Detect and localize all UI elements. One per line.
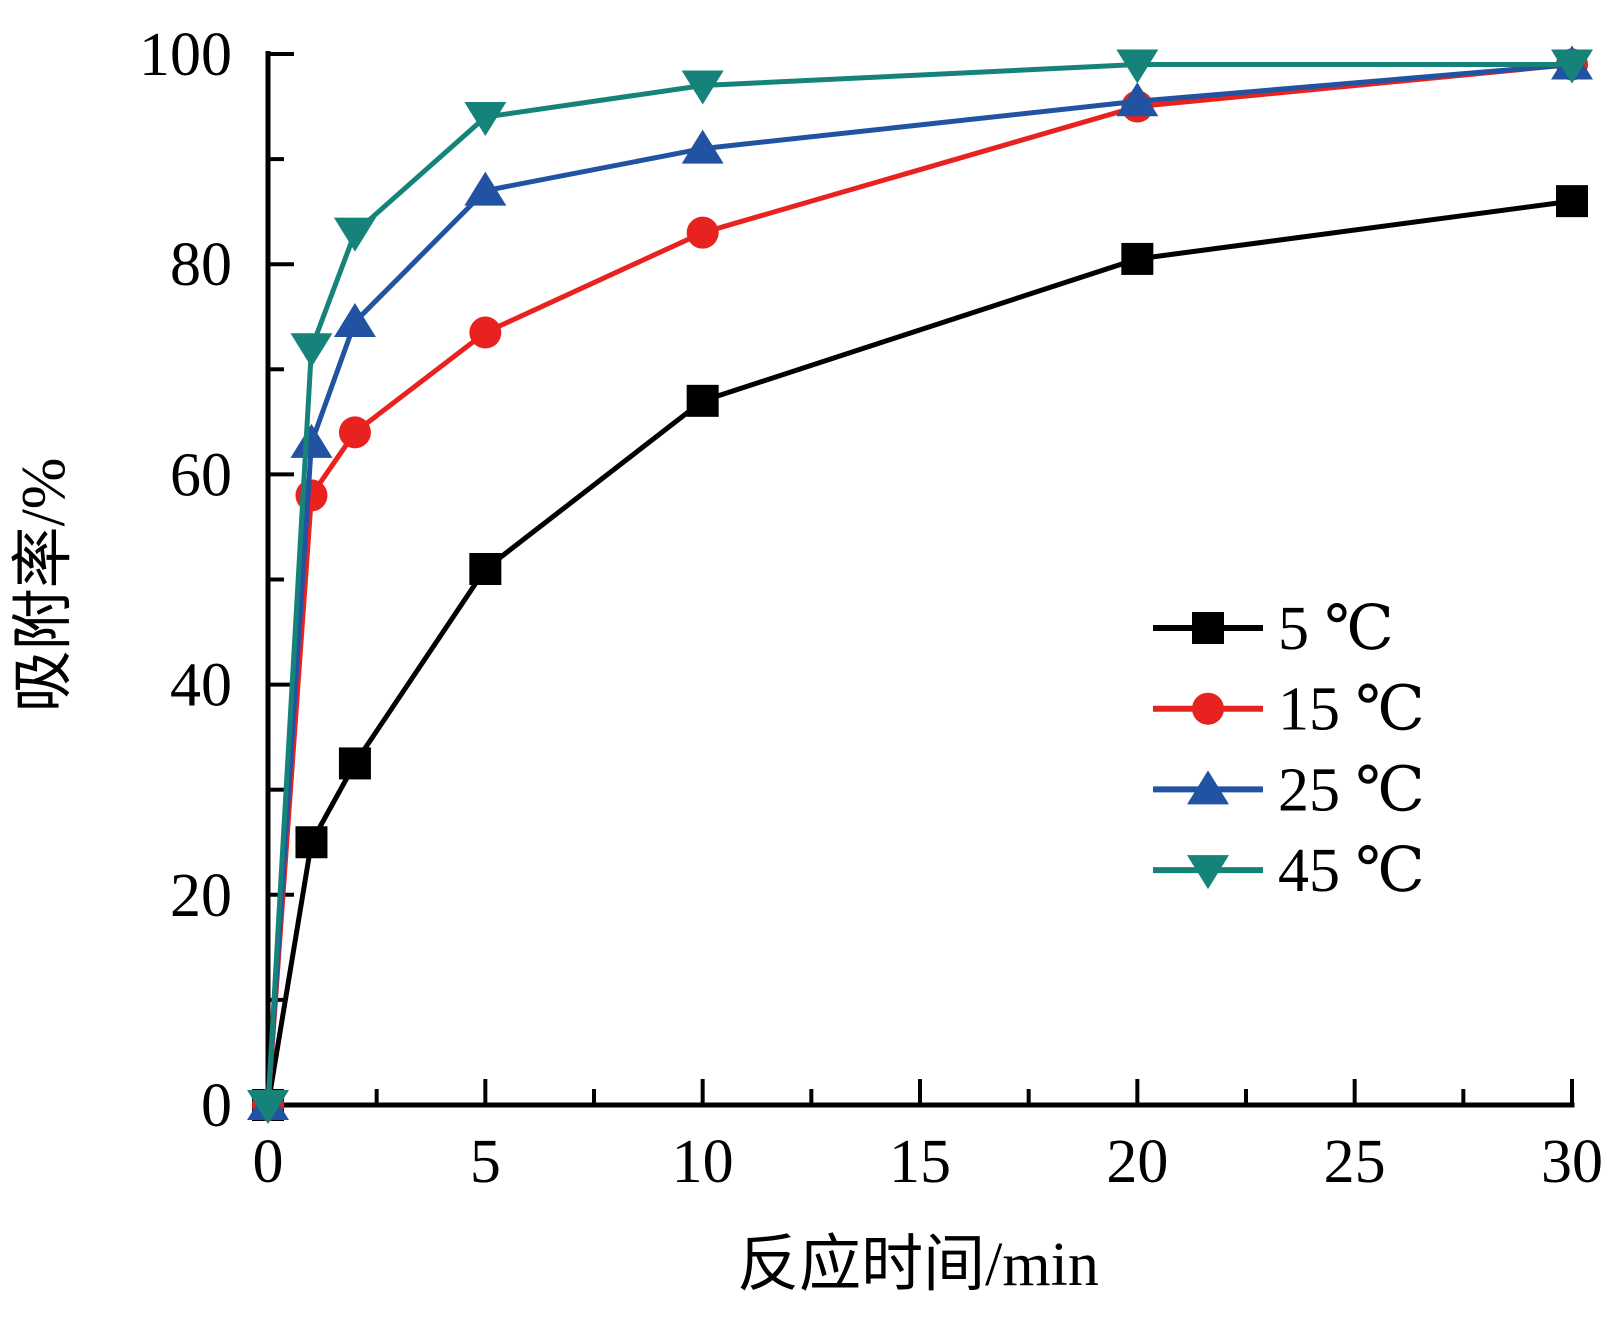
x-tick-label: 20: [1106, 1128, 1168, 1196]
x-tick-label: 25: [1324, 1128, 1386, 1196]
data-point-marker: [681, 70, 724, 105]
series-line: [265, 62, 1573, 1106]
y-tick-label: 100: [139, 21, 232, 89]
data-point-marker: [1551, 49, 1593, 84]
legend-marker: [1187, 770, 1229, 805]
x-ticks: [266, 1079, 1574, 1105]
x-axis-title: 反应时间/min: [737, 1231, 1099, 1299]
y-tick-label: 0: [201, 1072, 232, 1140]
data-point-marker: [681, 129, 724, 164]
data-point-marker: [290, 333, 333, 368]
y-tick-label: 20: [170, 862, 232, 930]
x-tick-label: 0: [253, 1128, 284, 1196]
legend-marker: [1187, 855, 1229, 890]
legend-label: 5 ℃: [1278, 595, 1394, 663]
legend-item: 5 ℃: [1153, 595, 1394, 663]
series-line: [265, 62, 1573, 1106]
data-point-marker: [464, 102, 507, 137]
data-point-marker: [295, 826, 328, 859]
legend-label: 25 ℃: [1278, 756, 1425, 824]
data-point-marker: [338, 747, 371, 780]
data-point-marker: [686, 384, 719, 417]
series-3: [247, 49, 1593, 1124]
data-point-marker: [1116, 49, 1159, 84]
data-point-marker: [686, 216, 719, 249]
series-group: [247, 45, 1593, 1124]
data-point-marker: [1116, 82, 1159, 117]
legend-label: 45 ℃: [1278, 837, 1425, 905]
series-line: [265, 62, 1572, 1106]
data-point-marker: [1556, 185, 1588, 218]
data-point-marker: [338, 416, 371, 449]
series-2: [247, 45, 1593, 1120]
axes: 0 20 40 60 80 100 0 5 10 15 20 25 30: [139, 21, 1603, 1196]
legend-item: 45 ℃: [1153, 837, 1425, 905]
y-axis-title: 吸附率/%: [10, 458, 78, 713]
y-tick-label: 60: [170, 441, 232, 509]
y-tick-labels: 0 20 40 60 80 100: [139, 21, 232, 1140]
x-tick-label: 5: [470, 1128, 501, 1196]
legend-item: 15 ℃: [1153, 676, 1425, 744]
data-point-marker: [469, 316, 502, 349]
y-tick-label: 40: [170, 652, 232, 720]
legend-item: 25 ℃: [1153, 756, 1425, 824]
legend-marker: [1192, 612, 1224, 644]
x-tick-labels: 0 5 10 15 20 25 30: [253, 1128, 1604, 1196]
data-point-marker: [469, 552, 502, 585]
data-point-marker: [464, 171, 507, 206]
legend-label: 15 ℃: [1278, 676, 1425, 744]
x-tick-label: 10: [672, 1128, 734, 1196]
data-point-marker: [247, 1090, 289, 1124]
legend-marker: [1192, 692, 1224, 725]
series-1: [252, 48, 1588, 1121]
data-point-marker: [290, 423, 333, 458]
data-point-marker: [333, 217, 376, 252]
x-tick-label: 30: [1541, 1128, 1603, 1196]
y-tick-label: 80: [170, 231, 232, 299]
x-tick-label: 15: [889, 1128, 951, 1196]
data-point-marker: [1121, 242, 1154, 275]
data-point-marker: [333, 303, 376, 338]
legend-group: 5 ℃ 15 ℃ 25 ℃ 45 ℃: [1153, 595, 1425, 905]
